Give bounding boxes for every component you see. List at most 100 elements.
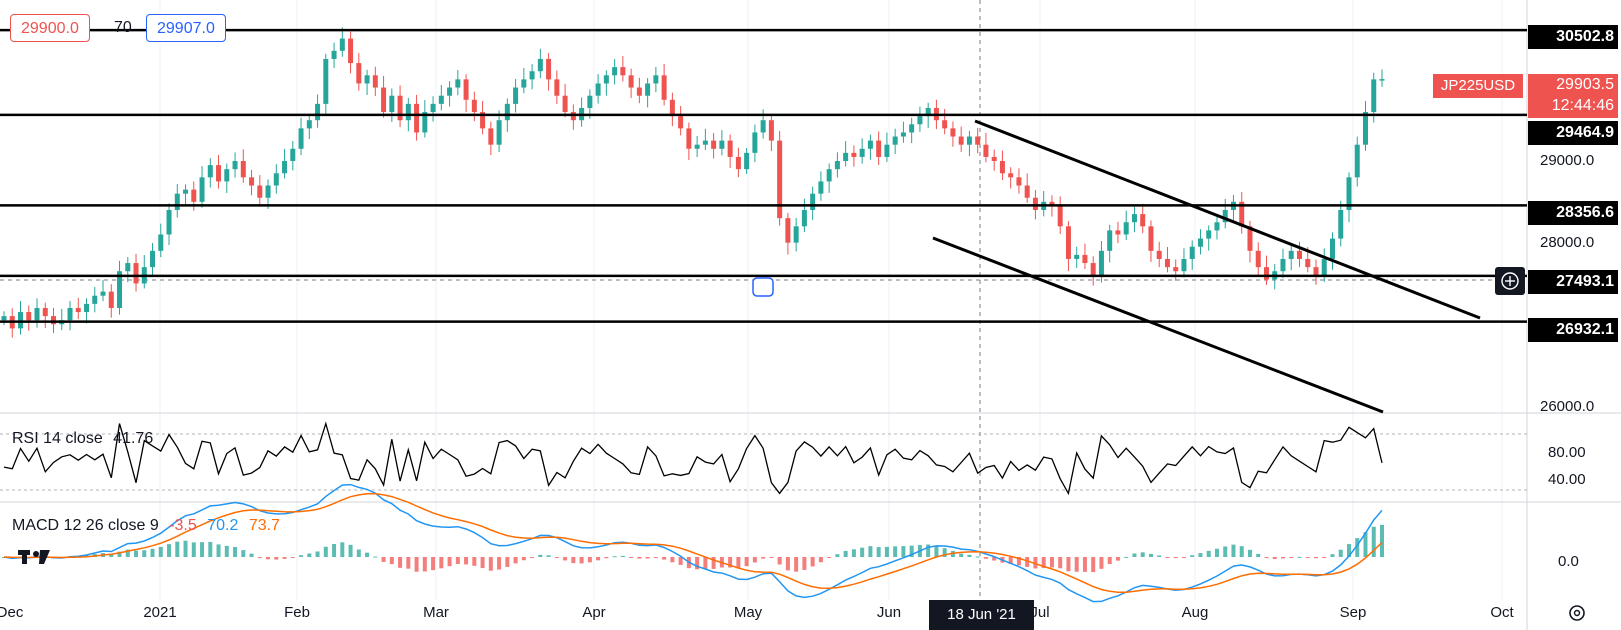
macd-histogram-bar xyxy=(1115,557,1120,561)
macd-histogram-bar xyxy=(447,557,452,567)
macd-histogram-bar xyxy=(884,546,889,557)
macd-histogram-bar xyxy=(794,557,799,572)
candle-body xyxy=(983,144,989,157)
level-tag-2: 29464.9 xyxy=(1528,121,1618,145)
settings-gear-icon[interactable] xyxy=(1569,605,1585,621)
candle-body xyxy=(793,226,799,243)
crosshair-handle[interactable] xyxy=(752,277,774,297)
candle-body xyxy=(1197,238,1203,247)
candle-body xyxy=(546,58,552,80)
candle-body xyxy=(183,189,189,194)
candle-body xyxy=(397,95,403,121)
candle-body xyxy=(900,132,906,137)
candle-body xyxy=(1239,201,1245,227)
candle-body xyxy=(331,50,337,59)
macd-histogram-bar xyxy=(208,541,213,557)
candle-body xyxy=(405,103,411,121)
macd-legend: MACD 12 26 close 9 -3.5 70.2 73.7 xyxy=(12,517,280,535)
macd-histogram-bar xyxy=(1239,546,1244,557)
candle-body xyxy=(537,58,543,72)
candle-body xyxy=(554,79,560,96)
candle-body xyxy=(843,152,849,162)
candle-body xyxy=(364,75,370,84)
macd-histogram-bar xyxy=(472,557,477,566)
trendline-upper[interactable] xyxy=(974,119,1481,320)
trendline-lower[interactable] xyxy=(932,236,1384,414)
candle-body xyxy=(1329,238,1335,259)
candle-body xyxy=(1222,210,1228,223)
macd-histogram-bar xyxy=(1297,556,1302,558)
level-tag-3: 28356.6 xyxy=(1528,201,1618,225)
candle-body xyxy=(1189,246,1195,259)
macd-histogram-bar xyxy=(1173,557,1178,559)
macd-histogram-bar xyxy=(843,550,848,557)
candle-body xyxy=(125,263,131,272)
candle-body xyxy=(265,185,271,198)
candle-body xyxy=(1263,267,1269,280)
candle-body xyxy=(224,169,230,182)
macd-histogram-bar xyxy=(835,554,840,557)
macd-histogram-bar xyxy=(1058,557,1063,569)
macd-histogram-bar xyxy=(530,557,535,558)
candle-body xyxy=(117,271,123,308)
macd-histogram-bar xyxy=(769,557,774,558)
macd-histogram-bar xyxy=(695,557,700,570)
macd-histogram-bar xyxy=(1346,544,1351,557)
candle-body xyxy=(859,148,865,157)
macd-histogram-bar xyxy=(909,545,914,557)
macd-histogram-bar xyxy=(1025,557,1030,567)
macd-histogram-bar xyxy=(629,557,634,558)
candle-body xyxy=(158,234,164,251)
macd-histogram-bar xyxy=(134,550,139,557)
level-tag-1: 30502.8 xyxy=(1528,25,1618,49)
candle-body xyxy=(1098,250,1104,276)
rsi-legend: RSI 14 close 41.76 xyxy=(12,430,153,448)
macd-histogram-bar xyxy=(315,551,320,557)
add-alert-plus-icon[interactable] xyxy=(1495,267,1525,295)
candle-body xyxy=(1032,197,1038,210)
time-label-jul: Jul xyxy=(1030,604,1050,621)
macd-histogram-bar xyxy=(563,557,568,561)
macd-histogram-bar xyxy=(612,556,617,558)
macd-histogram-bar xyxy=(455,557,460,564)
macd-histogram-bar xyxy=(744,557,749,567)
macd-histogram-bar xyxy=(1008,557,1013,565)
macd-histogram-bar xyxy=(1247,549,1252,557)
candle-body xyxy=(67,307,73,321)
candle-body xyxy=(1131,214,1137,223)
rsi-tick-80: 80.00 xyxy=(1548,444,1586,461)
candle-body xyxy=(1156,250,1162,259)
candle-body xyxy=(1049,201,1055,206)
macd-histogram-bar xyxy=(711,557,716,569)
macd-histogram-bar xyxy=(1041,557,1046,568)
rsi-title: RSI 14 close xyxy=(12,430,103,447)
macd-histogram-bar xyxy=(777,557,782,565)
macd-title: MACD 12 26 close 9 xyxy=(12,517,159,534)
candle-body xyxy=(249,177,255,186)
ask-price-box[interactable]: 29907.0 xyxy=(146,14,226,42)
macd-histogram-bar xyxy=(373,556,378,558)
candle-body xyxy=(1313,267,1319,276)
macd-histogram-bar xyxy=(736,557,741,569)
macd-histogram-bar xyxy=(175,541,180,557)
candle-body xyxy=(1082,254,1088,264)
candle-body xyxy=(174,193,180,210)
macd-histogram-bar xyxy=(538,554,543,557)
level-tag-5: 26932.1 xyxy=(1528,318,1618,342)
time-label-mar: Mar xyxy=(423,604,449,621)
vertical-grid xyxy=(159,0,1503,600)
candle-body xyxy=(1065,226,1071,259)
macd-histogram-bar xyxy=(818,557,823,563)
candle-body xyxy=(892,136,898,145)
bid-price-box[interactable]: 29900.0 xyxy=(10,14,90,42)
candle-body xyxy=(999,161,1005,174)
crosshair-date-label: 18 Jun '21 xyxy=(929,600,1034,630)
macd-pane xyxy=(2,483,1384,603)
macd-histogram-bar xyxy=(579,557,584,564)
macd-histogram-bar xyxy=(785,557,790,571)
candle-body xyxy=(488,128,494,145)
macd-histogram-bar xyxy=(571,557,576,564)
candle-body xyxy=(150,250,156,268)
macd-histogram-bar xyxy=(323,546,328,557)
